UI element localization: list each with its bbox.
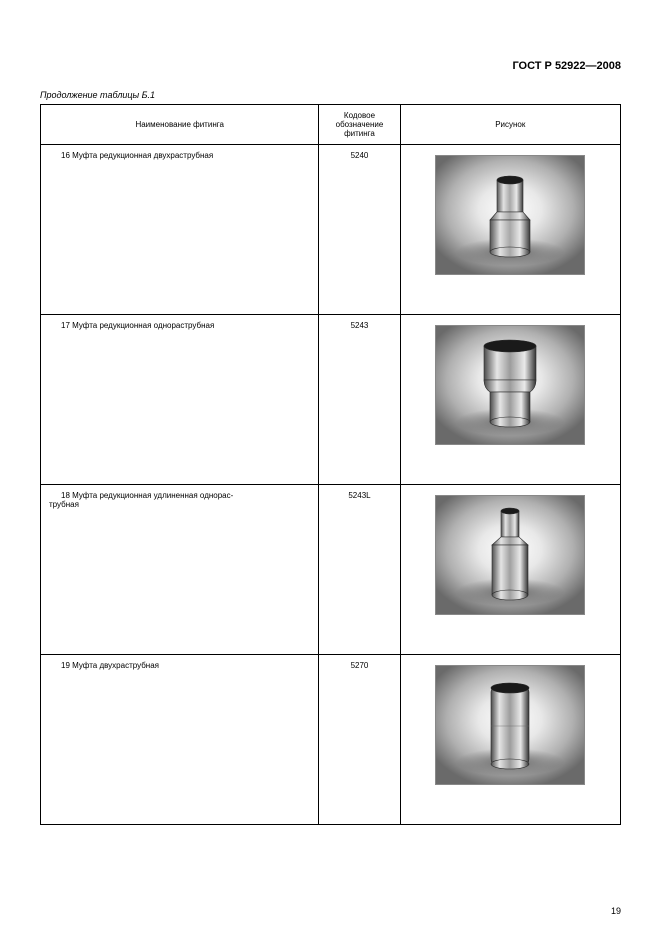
fitting-photo xyxy=(435,495,585,615)
fittings-table: Наименование фитинга Кодовое обозначение… xyxy=(40,104,621,825)
standard-code: ГОСТ Р 52922—2008 xyxy=(40,60,621,72)
fitting-photo xyxy=(435,155,585,275)
document-page: ГОСТ Р 52922—2008 Продолжение таблицы Б.… xyxy=(0,0,661,936)
page-number: 19 xyxy=(611,906,621,916)
fitting-code: 5240 xyxy=(319,145,400,315)
table-row: 16 Муфта редукционная двухраструбная 524… xyxy=(41,145,621,315)
fitting-name: 16 Муфта редукционная двухраструбная xyxy=(41,145,319,315)
fitting-code: 5243 xyxy=(319,315,400,485)
fitting-name: 18 Муфта редукционная удлиненная однорас… xyxy=(41,485,319,655)
table-header-row: Наименование фитинга Кодовое обозначение… xyxy=(41,105,621,145)
fitting-photo xyxy=(435,325,585,445)
fitting-image-cell xyxy=(400,655,620,825)
fitting-image-cell xyxy=(400,145,620,315)
table-row: 18 Муфта редукционная удлиненная однорас… xyxy=(41,485,621,655)
fitting-code: 5243L xyxy=(319,485,400,655)
reducer-bell-icon xyxy=(470,338,550,433)
fitting-image-cell xyxy=(400,315,620,485)
col-header-code: Кодовое обозначение фитинга xyxy=(319,105,400,145)
col-header-image: Рисунок xyxy=(400,105,620,145)
table-row: 19 Муфта двухраструбная 5270 xyxy=(41,655,621,825)
table-caption: Продолжение таблицы Б.1 xyxy=(40,90,621,100)
fitting-photo xyxy=(435,665,585,785)
table-row: 17 Муфта редукционная однораструбная 524… xyxy=(41,315,621,485)
fitting-name: 17 Муфта редукционная однораструбная xyxy=(41,315,319,485)
fitting-name: 19 Муфта двухраструбная xyxy=(41,655,319,825)
fitting-code: 5270 xyxy=(319,655,400,825)
coupling-straight-icon xyxy=(475,678,545,773)
reducer-step-icon xyxy=(475,170,545,260)
col-header-name: Наименование фитинга xyxy=(41,105,319,145)
fitting-image-cell xyxy=(400,485,620,655)
reducer-long-icon xyxy=(475,505,545,605)
